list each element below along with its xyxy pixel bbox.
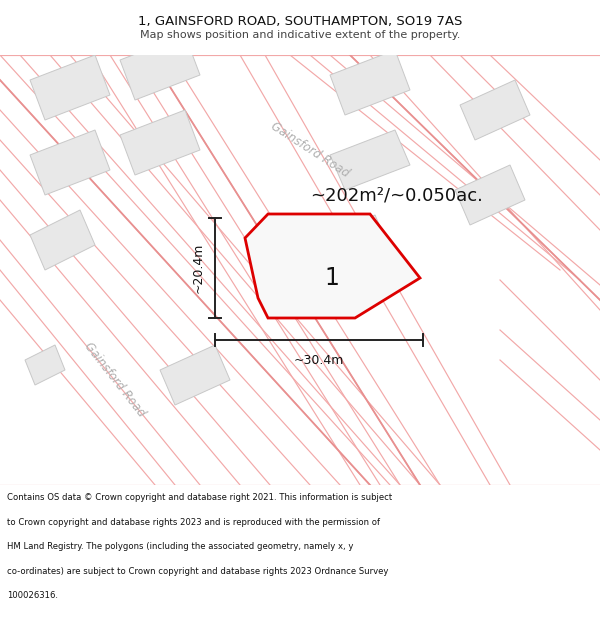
Text: Map shows position and indicative extent of the property.: Map shows position and indicative extent… [140, 29, 460, 39]
Polygon shape [120, 35, 200, 100]
Polygon shape [330, 215, 390, 270]
Text: co-ordinates) are subject to Crown copyright and database rights 2023 Ordnance S: co-ordinates) are subject to Crown copyr… [7, 567, 389, 576]
Polygon shape [455, 165, 525, 225]
Text: 1: 1 [325, 266, 340, 290]
Polygon shape [330, 130, 410, 190]
Polygon shape [160, 345, 230, 405]
Polygon shape [330, 50, 410, 115]
Text: ~30.4m: ~30.4m [294, 354, 344, 367]
Text: to Crown copyright and database rights 2023 and is reproduced with the permissio: to Crown copyright and database rights 2… [7, 518, 380, 527]
Text: ~202m²/~0.050ac.: ~202m²/~0.050ac. [310, 186, 483, 204]
Text: Gainsford Road: Gainsford Road [268, 120, 352, 180]
Text: Gainsford Road: Gainsford Road [82, 340, 148, 420]
Polygon shape [30, 210, 95, 270]
Polygon shape [25, 345, 65, 385]
Text: 1, GAINSFORD ROAD, SOUTHAMPTON, SO19 7AS: 1, GAINSFORD ROAD, SOUTHAMPTON, SO19 7AS [138, 16, 462, 28]
Text: ~20.4m: ~20.4m [192, 242, 205, 293]
Polygon shape [120, 110, 200, 175]
Polygon shape [245, 214, 420, 318]
Text: Contains OS data © Crown copyright and database right 2021. This information is : Contains OS data © Crown copyright and d… [7, 493, 392, 502]
Text: 100026316.: 100026316. [7, 591, 58, 601]
Polygon shape [30, 55, 110, 120]
Polygon shape [30, 130, 110, 195]
Polygon shape [460, 80, 530, 140]
Text: HM Land Registry. The polygons (including the associated geometry, namely x, y: HM Land Registry. The polygons (includin… [7, 542, 353, 551]
